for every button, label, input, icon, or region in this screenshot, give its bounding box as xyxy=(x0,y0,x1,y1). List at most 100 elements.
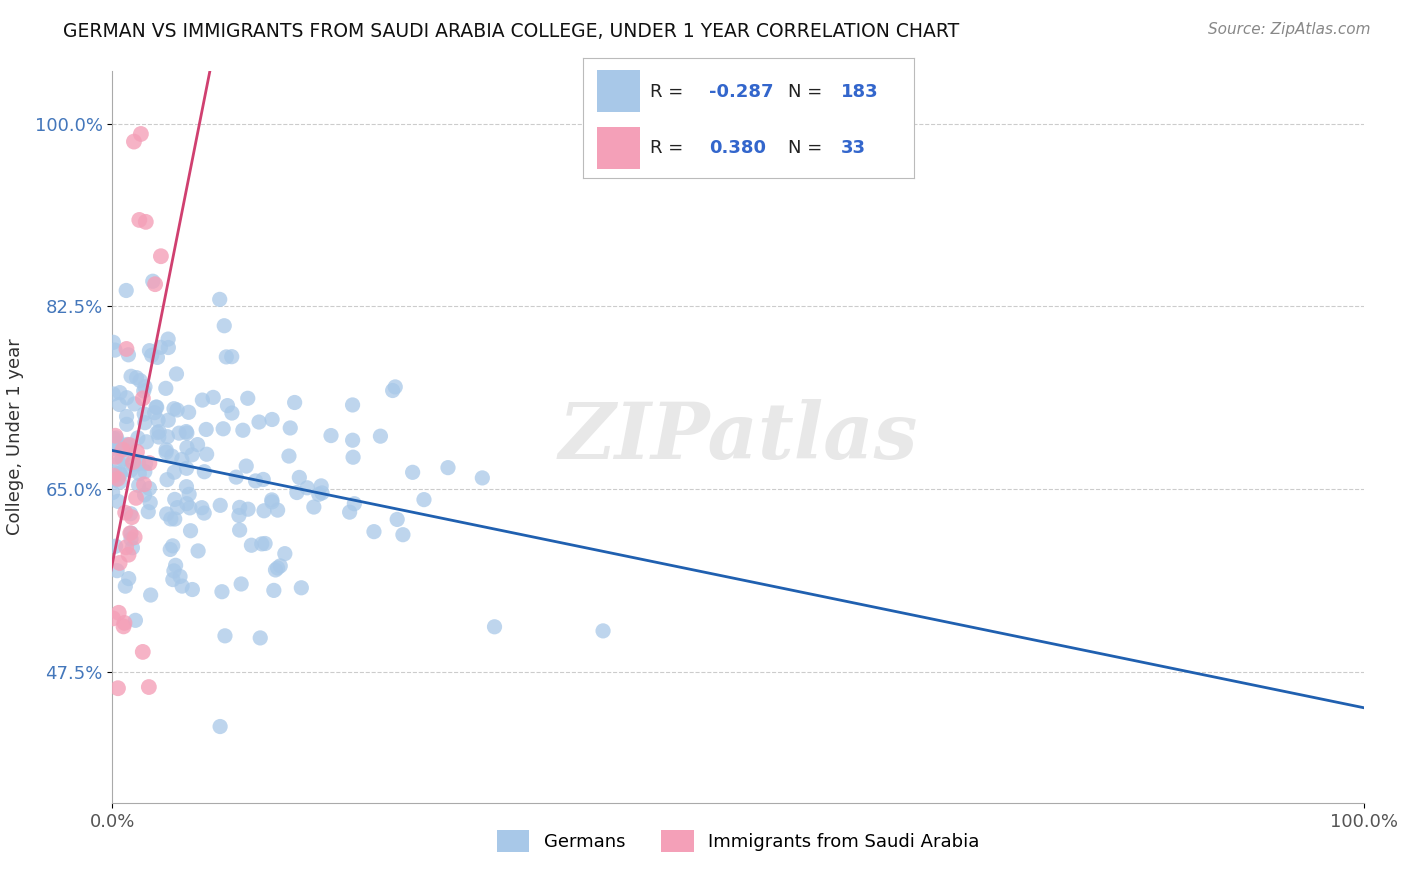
Point xyxy=(163,492,186,507)
Point xyxy=(278,421,301,435)
Point xyxy=(187,437,209,451)
Point xyxy=(370,429,392,443)
Point xyxy=(437,460,460,475)
Point xyxy=(253,504,276,518)
Point xyxy=(191,393,214,408)
Point xyxy=(163,512,186,526)
Point xyxy=(125,491,148,505)
Point xyxy=(141,348,163,362)
Point xyxy=(107,472,129,486)
Text: R =: R = xyxy=(650,83,689,101)
Point xyxy=(122,135,145,149)
Point xyxy=(118,572,141,586)
Point xyxy=(342,398,364,412)
Point xyxy=(107,435,129,450)
Point xyxy=(209,499,232,513)
Point xyxy=(156,430,179,444)
Point xyxy=(309,479,332,493)
Text: R =: R = xyxy=(650,139,689,157)
Point xyxy=(260,495,283,509)
Point xyxy=(225,470,247,484)
Point xyxy=(146,413,169,427)
Point xyxy=(134,488,156,502)
Point xyxy=(125,370,148,384)
Point xyxy=(264,563,287,577)
Text: ZIPatlas: ZIPatlas xyxy=(558,399,918,475)
Point xyxy=(145,400,167,414)
Point xyxy=(146,425,169,440)
Point xyxy=(117,548,139,562)
Point xyxy=(209,720,232,734)
Point xyxy=(104,539,127,553)
Text: N =: N = xyxy=(789,83,828,101)
Point xyxy=(235,459,257,474)
Point xyxy=(120,526,142,541)
Point xyxy=(170,452,193,467)
Point xyxy=(120,526,142,541)
Point xyxy=(162,539,184,553)
Point xyxy=(149,340,172,354)
Point xyxy=(108,456,131,470)
Point xyxy=(195,422,218,436)
Point xyxy=(128,467,150,481)
Point xyxy=(103,468,125,483)
Text: -0.287: -0.287 xyxy=(709,83,773,101)
Point xyxy=(143,406,166,420)
Point xyxy=(142,274,165,288)
Point xyxy=(148,425,170,439)
Point xyxy=(162,573,184,587)
Point xyxy=(193,465,215,479)
Legend: Germans, Immigrants from Saudi Arabia: Germans, Immigrants from Saudi Arabia xyxy=(489,823,987,860)
Point xyxy=(149,249,172,263)
Point xyxy=(262,412,284,426)
Point xyxy=(112,619,135,633)
Text: 33: 33 xyxy=(841,139,866,157)
Point xyxy=(236,502,259,516)
Point xyxy=(240,538,263,552)
Point xyxy=(174,425,197,439)
Point xyxy=(156,473,179,487)
Point xyxy=(179,500,201,515)
FancyBboxPatch shape xyxy=(596,70,640,112)
Point xyxy=(228,508,250,523)
Point xyxy=(181,582,204,597)
Point xyxy=(101,611,124,625)
Point xyxy=(252,472,274,486)
Point xyxy=(104,442,127,456)
Point xyxy=(250,537,273,551)
Point xyxy=(104,450,127,464)
Point xyxy=(166,403,188,417)
Point xyxy=(193,506,215,520)
Point xyxy=(134,465,156,479)
Point xyxy=(107,606,129,620)
Point xyxy=(103,431,125,445)
Point xyxy=(121,510,143,524)
Point xyxy=(202,391,225,405)
Point xyxy=(157,332,180,346)
Point xyxy=(107,681,129,696)
Point xyxy=(135,215,157,229)
Point xyxy=(401,466,423,480)
Point xyxy=(249,631,271,645)
Point xyxy=(108,385,131,400)
Point xyxy=(319,428,342,442)
Point xyxy=(166,500,188,515)
Point xyxy=(114,579,136,593)
Point xyxy=(308,487,330,501)
Point xyxy=(157,413,180,427)
Point xyxy=(385,512,408,526)
Point xyxy=(179,487,201,501)
Point xyxy=(172,579,194,593)
Point xyxy=(108,397,131,411)
Point xyxy=(191,500,214,515)
Point xyxy=(159,512,181,526)
Point xyxy=(105,564,128,578)
Point xyxy=(254,536,277,550)
Y-axis label: College, Under 1 year: College, Under 1 year xyxy=(6,339,24,535)
Point xyxy=(128,213,150,227)
Point xyxy=(176,480,198,494)
Point xyxy=(120,532,142,546)
Point xyxy=(295,481,318,495)
Point xyxy=(124,530,146,544)
Point xyxy=(260,492,283,507)
